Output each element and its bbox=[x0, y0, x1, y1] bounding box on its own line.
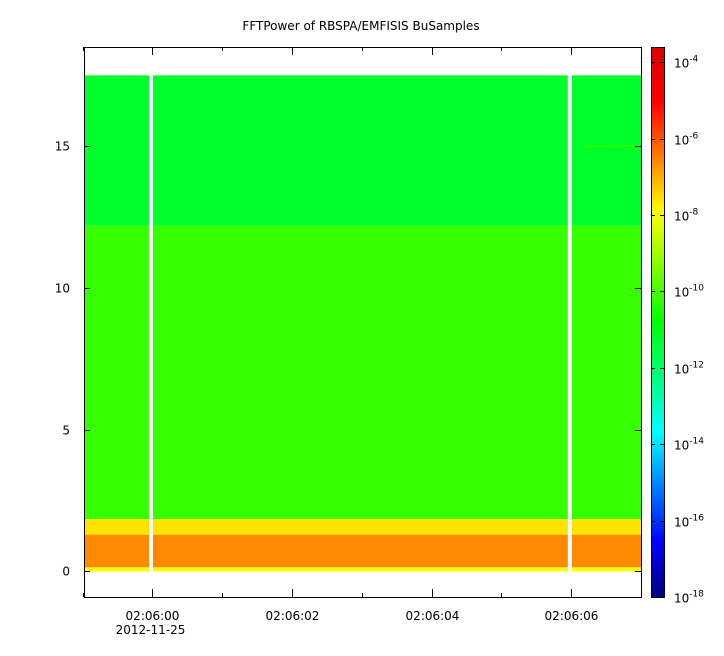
colorbar-tick-label: 10-4 bbox=[674, 55, 699, 71]
y-tick-label: 0 bbox=[62, 565, 70, 579]
y-tick-label: 15 bbox=[55, 140, 70, 154]
x-tick-label: 02:06:00 bbox=[126, 609, 180, 623]
chart-title: FFTPower of RBSPA/EMFISIS BuSamples bbox=[242, 19, 479, 33]
spectrogram-band bbox=[84, 75, 641, 226]
x-tick-label: 02:06:06 bbox=[545, 609, 599, 623]
spectrogram-band bbox=[84, 225, 641, 520]
colorbar-frame bbox=[651, 47, 665, 598]
colorbar-tick-label: 10-10 bbox=[674, 284, 704, 300]
y-tick-label: 5 bbox=[62, 424, 70, 438]
spectrogram-band bbox=[84, 534, 641, 568]
colorbar: 10-18 10-16 10-14 10-12 10-10 10-8 10-6 10-4 bbox=[651, 47, 704, 606]
colorbar-tick-label: 10-18 bbox=[674, 590, 704, 606]
colorbar-tick-label: 10-12 bbox=[674, 361, 704, 377]
x-tick-date-label: 2012-11-25 bbox=[116, 623, 186, 637]
colorbar-gradient bbox=[651, 47, 664, 597]
data-gap bbox=[149, 48, 154, 596]
spectrogram-band bbox=[84, 567, 641, 572]
colorbar-tick-label: 10-14 bbox=[674, 437, 704, 453]
x-tick-label: 02:06:04 bbox=[406, 609, 460, 623]
colorbar-tick-label: 10-6 bbox=[674, 132, 699, 148]
y-axis: 0 5 10 15 bbox=[55, 140, 641, 579]
colorbar-tick-label: 10-8 bbox=[674, 208, 699, 224]
x-tick-label: 02:06:02 bbox=[266, 609, 320, 623]
spectrogram-plot bbox=[84, 48, 641, 596]
spectrogram-band bbox=[84, 519, 641, 535]
y-tick-label: 10 bbox=[55, 282, 70, 296]
colorbar-tick-label: 10-16 bbox=[674, 514, 704, 530]
data-gap bbox=[567, 48, 572, 596]
